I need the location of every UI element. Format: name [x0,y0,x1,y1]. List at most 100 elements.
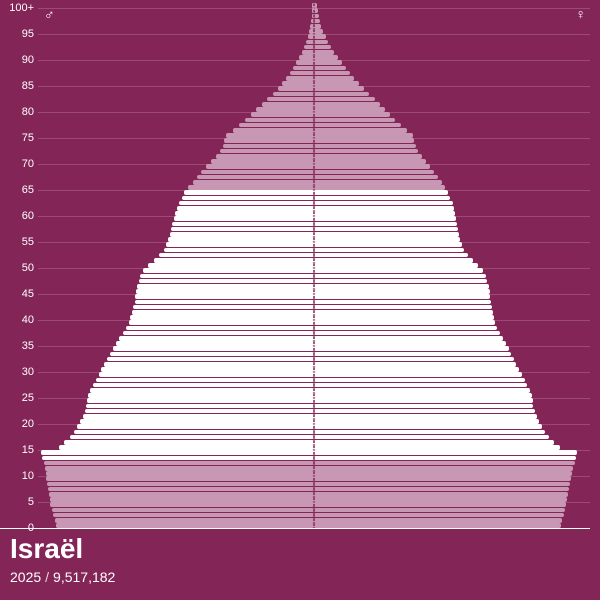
center-dot [313,108,315,110]
bar-female [314,81,359,86]
bar-male [164,248,314,253]
bar-female [314,268,483,273]
center-dot [313,171,315,173]
center-dot [313,415,315,417]
center-dot [313,368,315,370]
y-tick-label: 45 [4,288,34,300]
bar-female [314,352,511,357]
bar-male [77,424,314,429]
center-dot [313,98,315,100]
center-dot [313,56,315,58]
center-dot [313,160,315,162]
bar-female [314,237,460,242]
center-dot [313,254,315,256]
bar-row [38,237,590,242]
center-dot [313,25,315,27]
bar-male [53,513,314,518]
bar-female [314,336,503,341]
bar-female [314,242,462,247]
bar-row [38,144,590,149]
bar-row [38,383,590,388]
bar-female [314,279,487,284]
bar-female [314,248,464,253]
separator: / [45,569,49,585]
bar-female [314,107,385,112]
bar-row [38,34,590,39]
bar-male [50,502,314,507]
bar-female [314,133,413,138]
bar-female [314,424,542,429]
bar-female [314,326,497,331]
bar-male [116,341,314,346]
female-icon: ♀ [576,6,587,22]
bar-row [38,440,590,445]
bar-row [38,404,590,409]
bar-row [38,248,590,253]
bar-male [201,170,314,175]
bar-female [314,497,567,502]
bar-male [74,430,314,435]
center-dot [313,238,315,240]
center-dot [313,457,315,459]
center-dot [313,285,315,287]
bar-female [314,175,438,180]
bar-male [123,331,314,336]
bar-row [38,253,590,258]
center-dot [313,478,315,480]
bar-male [193,180,314,185]
bar-male [47,482,314,487]
bar-female [314,128,407,133]
center-dot [313,264,315,266]
bar-row [38,362,590,367]
center-dot [313,82,315,84]
bar-row [38,216,590,221]
center-dot [313,431,315,433]
bar-male [41,450,314,455]
y-tick-label: 10 [4,470,34,482]
bar-male [188,185,314,190]
bar-male [224,138,314,143]
center-dot [313,337,315,339]
bar-female [314,92,369,97]
center-dot [313,379,315,381]
center-dot [313,311,315,313]
center-dot [313,514,315,516]
bar-row [38,336,590,341]
bar-male [286,76,314,81]
bar-male [129,320,314,325]
center-dot [313,223,315,225]
bar-male [136,289,314,294]
bar-row [38,86,590,91]
bar-female [314,66,346,71]
bar-male [299,55,314,60]
bar-male [42,456,314,461]
bar-row [38,331,590,336]
bar-female [314,24,321,29]
bar-female [314,388,530,393]
bar-male [172,222,314,227]
bar-male [119,336,314,341]
bar-female [314,409,535,414]
bar-female [314,253,468,258]
bar-row [38,482,590,487]
bar-female [314,450,577,455]
bar-male [293,66,314,71]
center-dot [313,275,315,277]
center-dot [313,36,315,38]
bar-row [38,466,590,471]
bar-row [38,320,590,325]
bar-row [38,133,590,138]
bar-female [314,86,364,91]
bar-row [38,300,590,305]
year-label: 2025 [10,569,41,585]
bar-row [38,66,590,71]
meta-line: 2025/9,517,182 [10,569,590,585]
center-dot [313,202,315,204]
bar-female [314,97,375,102]
bar-female [314,144,416,149]
bar-row [38,19,590,24]
bar-male [99,372,314,377]
bar-row [38,393,590,398]
bar-female [314,476,571,481]
bar-male [143,268,314,273]
